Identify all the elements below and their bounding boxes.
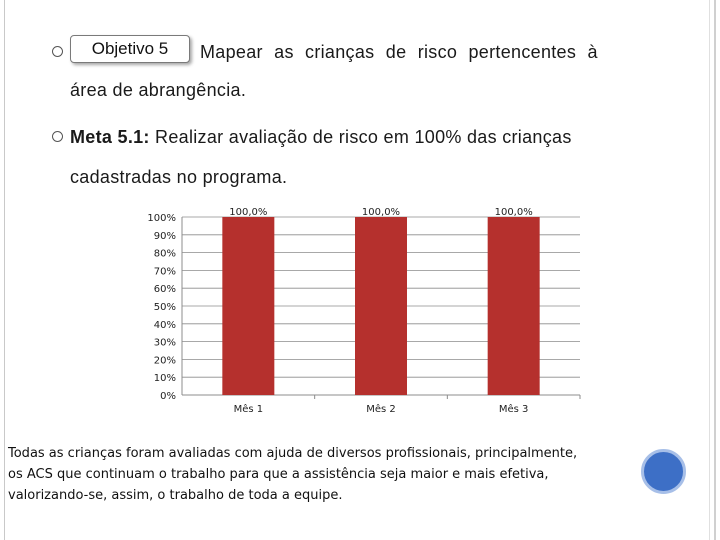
meta-text-continued: cadastradas no programa. bbox=[70, 167, 288, 187]
meta-text: Meta 5.1: Realizar avaliação de risco em… bbox=[70, 127, 572, 148]
bar-chart: 0% 10% 20% 30% 40% 50% 60% 70% 80% 90% 100% 100,0% M… bbox=[140, 205, 582, 427]
x-tick-label: Mês 2 bbox=[366, 403, 396, 415]
y-tick-label: 80% bbox=[154, 249, 176, 260]
y-tick-label: 0% bbox=[160, 391, 176, 402]
frame-line-right-inner bbox=[709, 0, 710, 540]
y-tick-label: 30% bbox=[154, 338, 176, 349]
bar bbox=[355, 217, 407, 395]
x-tick-label: Mês 1 bbox=[234, 403, 264, 415]
bar bbox=[222, 217, 275, 395]
y-tick-label: 90% bbox=[154, 231, 176, 242]
objective-text-continued: área de abrangência. bbox=[70, 80, 247, 100]
data-label: 100,0% bbox=[229, 207, 267, 218]
y-tick-label: 50% bbox=[154, 302, 176, 313]
y-tick-label: 60% bbox=[154, 284, 176, 295]
frame-line-right bbox=[714, 0, 716, 540]
y-tick-label: 20% bbox=[154, 355, 176, 366]
y-tick-label: 100% bbox=[147, 213, 176, 224]
y-tick-label: 10% bbox=[154, 373, 176, 384]
caption-line: valorizando-se, assim, o trabalho de tod… bbox=[8, 488, 343, 503]
bullet-icon bbox=[52, 46, 63, 57]
caption: Todas as crianças foram avaliadas com aj… bbox=[8, 443, 648, 506]
frame-line-left bbox=[4, 0, 5, 540]
bar bbox=[487, 217, 540, 395]
x-tick-label: Mês 3 bbox=[499, 403, 529, 415]
y-tick-label: 40% bbox=[154, 320, 176, 331]
decorative-circle-icon bbox=[641, 449, 686, 494]
caption-line: os ACS que continuam o trabalho para que… bbox=[8, 467, 549, 482]
objective-text: Mapear as crianças de risco pertencentes… bbox=[200, 42, 598, 62]
caption-line: Todas as crianças foram avaliadas com aj… bbox=[8, 446, 578, 461]
meta-description: Realizar avaliação de risco em 100% das … bbox=[149, 127, 572, 147]
data-label: 100,0% bbox=[362, 207, 400, 218]
y-tick-label: 70% bbox=[154, 266, 176, 277]
meta-label: Meta 5.1: bbox=[70, 127, 150, 147]
bullet-icon bbox=[52, 131, 63, 142]
data-label: 100,0% bbox=[495, 207, 533, 218]
bar-chart-svg: 0% 10% 20% 30% 40% 50% 60% 70% 80% 90% 100% 100,0% M… bbox=[140, 205, 582, 427]
objective-badge: Objetivo 5 bbox=[70, 35, 190, 63]
